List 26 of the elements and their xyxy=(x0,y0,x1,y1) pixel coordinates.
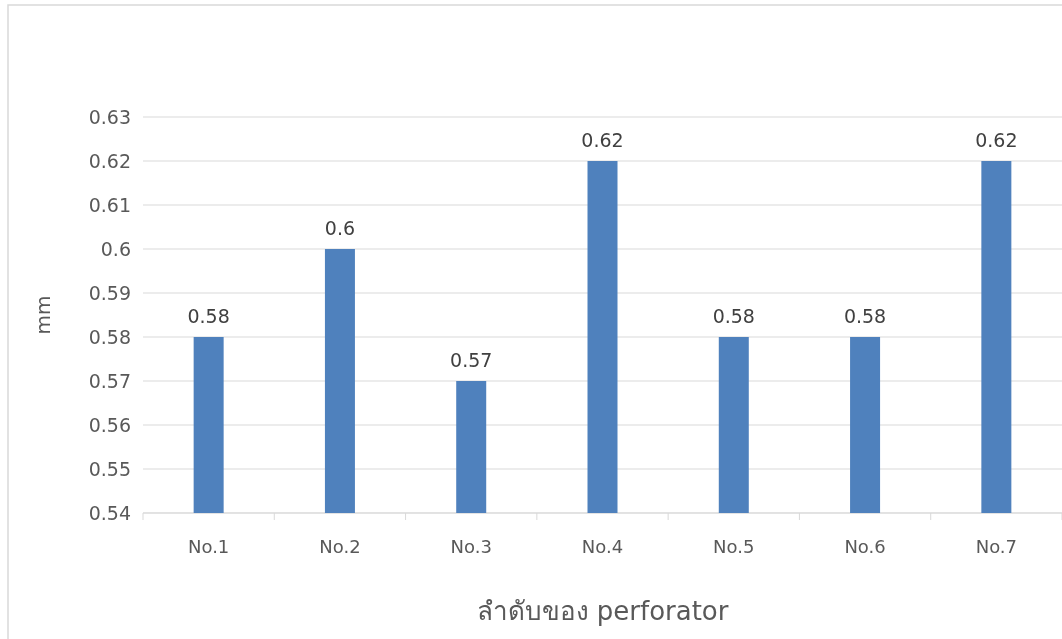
y-tick-label: 0.6 xyxy=(100,238,131,260)
x-tick-label: No.7 xyxy=(975,536,1018,557)
y-tick-label: 0.62 xyxy=(88,150,131,172)
data-label: 0.57 xyxy=(450,349,493,371)
x-tick-label: No.3 xyxy=(450,536,492,557)
y-axis-title: mm xyxy=(31,295,55,335)
y-tick-label: 0.55 xyxy=(88,458,131,480)
data-label: 0.62 xyxy=(581,129,624,151)
x-axis-title: ลำดับของ perforator xyxy=(476,596,729,626)
y-tick-label: 0.56 xyxy=(88,414,131,436)
x-tick-label: No.4 xyxy=(581,536,624,557)
data-label: 0.58 xyxy=(187,305,230,327)
y-tick-label: 0.57 xyxy=(88,370,131,392)
y-tick-label: 0.58 xyxy=(88,326,131,348)
data-label: 0.58 xyxy=(843,305,887,327)
y-tick-label: 0.63 xyxy=(88,106,131,128)
y-tick-label: 0.61 xyxy=(88,194,131,216)
x-tick-label: No.6 xyxy=(844,536,886,557)
data-label: 0.62 xyxy=(975,129,1018,151)
data-label: 0.58 xyxy=(712,305,755,327)
y-tick-label: 0.59 xyxy=(88,282,131,304)
x-tick-label: No.5 xyxy=(713,536,755,557)
y-tick-label: 0.54 xyxy=(88,502,131,524)
x-tick-label: No.2 xyxy=(319,536,361,557)
x-tick-label: No.1 xyxy=(187,536,230,557)
data-label: 0.6 xyxy=(324,217,356,239)
